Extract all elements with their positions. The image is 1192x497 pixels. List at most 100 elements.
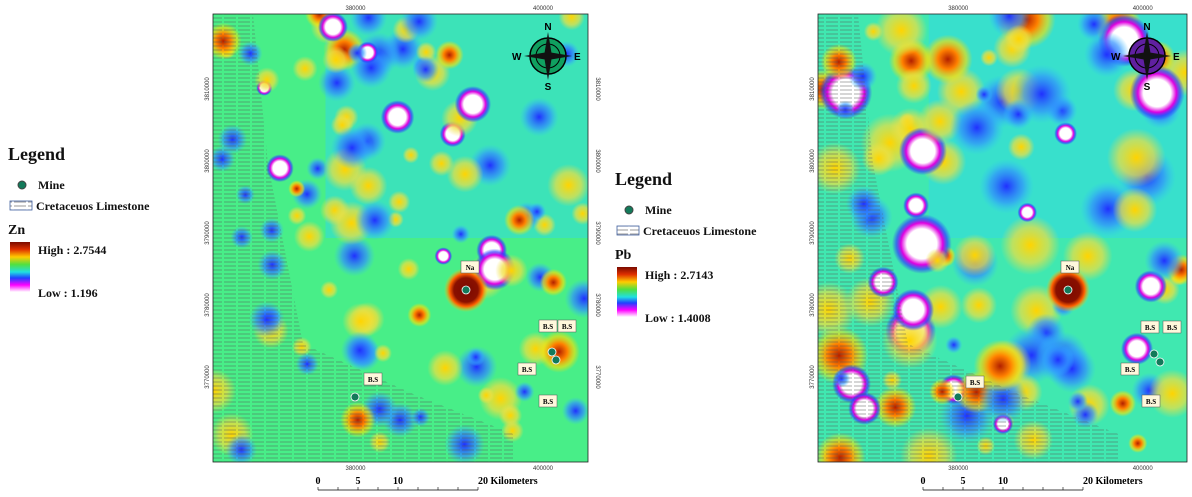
- legend-low: Low : 1.196: [38, 286, 98, 300]
- mine-marker: [462, 286, 470, 294]
- compass-e: E: [1173, 52, 1180, 63]
- mine-marker: [1156, 358, 1164, 366]
- anomaly: [427, 350, 463, 386]
- mine-marker: [1150, 350, 1158, 358]
- y-coordinate: 3800000: [594, 149, 600, 173]
- anomaly: [1000, 215, 1060, 275]
- mine-marker: [548, 348, 556, 356]
- site-label: B.S: [1145, 324, 1155, 332]
- raster: [801, 0, 1192, 485]
- y-coordinate: 3780000: [810, 293, 816, 317]
- scale-label: 5: [961, 476, 966, 487]
- scale-label: 20 Kilometers: [478, 476, 538, 487]
- legend-title: Legend: [615, 169, 672, 189]
- legend-limestone-icon: [10, 201, 32, 210]
- legend: Legend Mine Cretaceuos Limestone Pb High : 2…: [615, 169, 757, 325]
- anomaly: [979, 159, 1034, 214]
- anomaly: [403, 147, 420, 164]
- y-coordinate: 3790000: [594, 221, 600, 245]
- y-coordinate: 3810000: [594, 77, 600, 101]
- site-label: Na: [1066, 264, 1075, 272]
- anomaly: [1012, 64, 1071, 123]
- map-panel: 3800003800004000004000003810000381000038…: [615, 0, 1192, 490]
- anomaly: [452, 225, 471, 244]
- anomaly: [961, 287, 997, 323]
- y-coordinate: 3790000: [810, 221, 816, 245]
- y-coordinate: 3810000: [205, 77, 211, 101]
- legend-element: Pb: [615, 248, 632, 263]
- anomaly: [1107, 128, 1166, 187]
- anomaly: [504, 205, 534, 235]
- anomaly: [294, 221, 325, 252]
- y-coordinate: 3800000: [810, 149, 816, 173]
- site-label: B.S: [562, 323, 572, 331]
- anomaly: [288, 180, 305, 197]
- anomaly: [1128, 434, 1147, 453]
- x-coordinate: 380000: [345, 466, 366, 472]
- y-coordinate: 3800000: [205, 149, 211, 173]
- legend-high: High : 2.7143: [645, 268, 713, 282]
- site-label: B.S: [1167, 324, 1177, 332]
- compass-e: E: [574, 52, 581, 63]
- x-coordinate: 400000: [533, 6, 554, 12]
- legend-mine: Mine: [38, 178, 65, 192]
- mine-marker: [351, 393, 359, 401]
- anomaly: [1121, 333, 1153, 365]
- anomaly: [514, 382, 534, 402]
- anomaly: [292, 56, 317, 81]
- anomaly: [547, 164, 589, 206]
- anomaly: [400, 2, 438, 40]
- legend-ramp: [10, 242, 30, 292]
- y-coordinate: 3790000: [205, 221, 211, 245]
- anomaly: [381, 100, 415, 134]
- anomaly: [519, 97, 558, 136]
- anomaly: [374, 344, 392, 362]
- anomaly: [540, 269, 567, 296]
- site-label: B.S: [1146, 398, 1156, 406]
- legend-mine: Mine: [645, 203, 672, 217]
- compass-n: N: [544, 22, 551, 33]
- anomaly: [435, 41, 464, 70]
- anomaly: [875, 4, 927, 56]
- site-label: B.S: [368, 376, 378, 384]
- anomaly: [455, 86, 491, 122]
- legend-mine-icon: [625, 206, 633, 214]
- anomaly: [495, 254, 528, 287]
- compass-n: N: [1143, 22, 1150, 33]
- anomaly: [1008, 134, 1035, 161]
- anomaly: [1113, 187, 1158, 232]
- site-label: Na: [466, 264, 475, 272]
- legend-limestone-icon: [617, 226, 639, 235]
- y-coordinate: 3780000: [594, 293, 600, 317]
- site-label: B.S: [543, 398, 553, 406]
- y-coordinate: 3770000: [205, 365, 211, 389]
- y-coordinate: 3770000: [810, 365, 816, 389]
- anomaly: [322, 46, 350, 74]
- anomaly: [435, 247, 452, 264]
- anomaly: [447, 156, 484, 193]
- legend-element: Zn: [8, 223, 25, 238]
- x-coordinate: 400000: [533, 466, 554, 472]
- anomaly: [925, 248, 949, 272]
- legend-limestone: Cretaceuos Limestone: [643, 224, 757, 238]
- anomaly: [388, 191, 410, 213]
- anomaly: [1042, 343, 1075, 376]
- scale-label: 0: [316, 476, 321, 487]
- anomaly: [954, 234, 996, 276]
- anomaly: [864, 22, 883, 41]
- x-coordinate: 380000: [345, 6, 366, 12]
- legend-title: Legend: [8, 144, 65, 164]
- anomaly: [559, 4, 585, 30]
- site-label: B.S: [970, 379, 980, 387]
- x-coordinate: 380000: [948, 6, 969, 12]
- anomaly: [1068, 391, 1088, 411]
- y-coordinate: 3780000: [205, 293, 211, 317]
- map-panel: 380000 380000 400000 400000 3810000 3810000 38…: [8, 0, 604, 490]
- site-label: B.S: [1125, 366, 1135, 374]
- anomaly: [1130, 66, 1185, 121]
- site-label: B.S: [543, 323, 553, 331]
- compass-s: S: [1144, 82, 1151, 93]
- anomaly: [1084, 32, 1130, 78]
- scale-label: 10: [393, 476, 403, 487]
